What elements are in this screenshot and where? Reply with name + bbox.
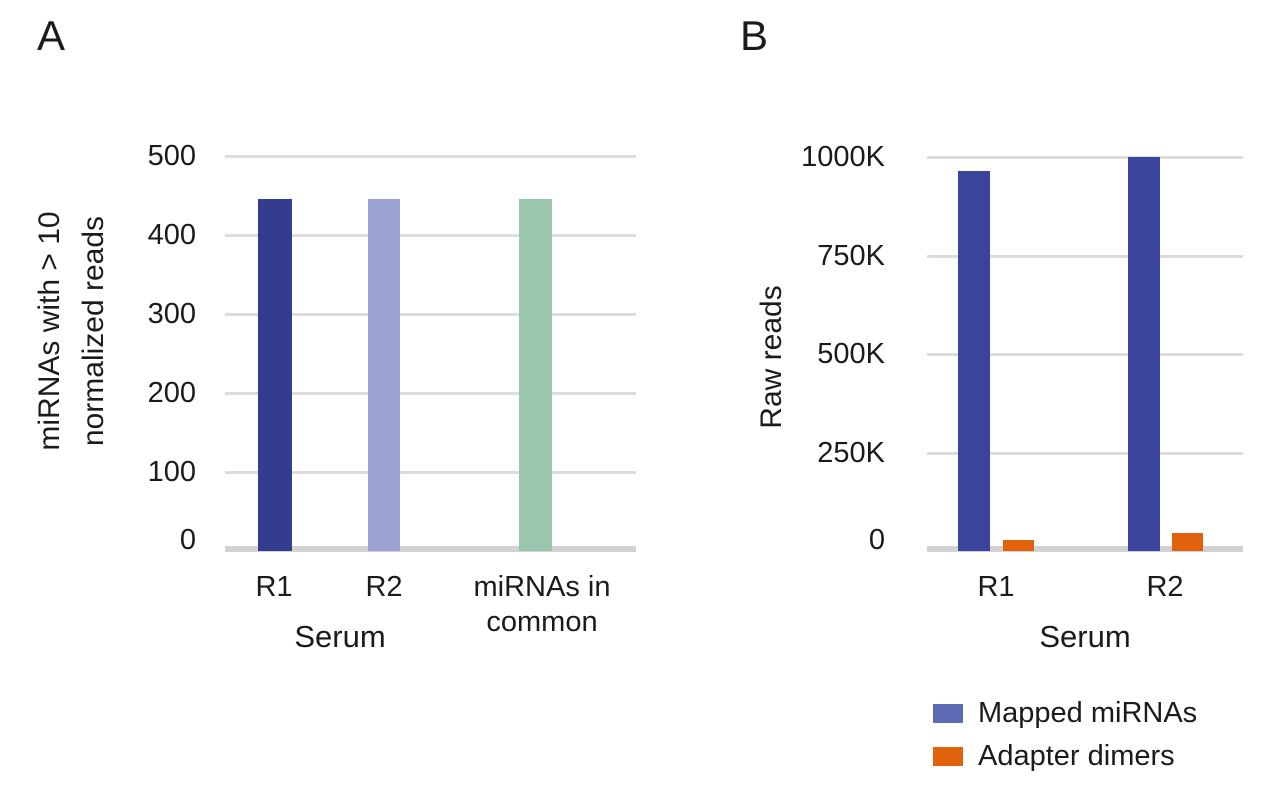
x-axis-line-a: [225, 546, 636, 552]
y-tick-label-b-1000k: 1000K: [801, 141, 885, 173]
bar-a-r2: [368, 199, 400, 551]
y-tick-label-b-750k: 750K: [817, 240, 885, 272]
x-category-label-b-r2: R2: [1146, 571, 1184, 603]
x-axis-line-b: [927, 546, 1243, 552]
gridline-b-750K: [927, 255, 1243, 258]
y-tick-label-a-500: 500: [147, 140, 196, 172]
bar-b-r2-adapter-dimers: [1172, 533, 1203, 551]
x-axis-title-a: Serum: [294, 619, 386, 654]
y-tick-label-a-0: 0: [179, 524, 196, 556]
gridline-b-500K: [927, 353, 1243, 356]
bar-b-r1-adapter-dimers: [1003, 540, 1034, 551]
y-tick-label-a-300: 300: [147, 298, 196, 330]
legend-label-adapter-dimers: Adapter dimers: [978, 740, 1175, 772]
y-tick-label-b-0: 0: [868, 524, 885, 556]
bar-b-r1-mapped-mirnas: [958, 171, 990, 551]
bar-b-r2-mapped-mirnas: [1128, 157, 1160, 551]
y-tick-label-b-250k: 250K: [817, 437, 885, 469]
gridline-a-400: [225, 234, 636, 237]
bar-a-mirnas-in-common: [519, 199, 552, 551]
x-category-label-a-mirnas-in-common: miRNAs in common: [473, 571, 611, 638]
x-category-label-a-r1: R1: [255, 571, 293, 603]
gridline-a-300: [225, 313, 636, 316]
gridline-b-250K: [927, 452, 1243, 455]
legend-swatch-mapped-mirnas: [933, 703, 963, 723]
y-tick-label-b-500k: 500K: [817, 338, 885, 370]
y-tick-label-a-100: 100: [147, 456, 196, 488]
panel-a-label: A: [37, 12, 66, 59]
bar-a-r1: [258, 199, 292, 551]
legend-item-adapter-dimers: Adapter dimers: [933, 738, 1175, 774]
legend-swatch-adapter-dimers: [933, 746, 963, 766]
x-category-label-a-r2: R2: [365, 571, 403, 603]
legend-label-mapped-mirnas: Mapped miRNAs: [978, 697, 1198, 729]
x-axis-title-b: Serum: [1039, 619, 1131, 654]
gridline-a-100: [225, 471, 636, 474]
legend-item-mapped-mirnas: Mapped miRNAs: [933, 695, 1197, 731]
gridline-a-200: [225, 392, 636, 395]
gridline-a-500: [225, 155, 636, 158]
y-tick-label-a-400: 400: [147, 219, 196, 251]
panel-b-label: B: [740, 12, 769, 59]
x-category-label-b-r1: R1: [977, 571, 1015, 603]
gridline-b-1000K: [927, 156, 1243, 159]
panel-a-y-axis-title-line1: miRNAs with > 10: [33, 211, 66, 451]
y-tick-label-a-200: 200: [147, 377, 196, 409]
